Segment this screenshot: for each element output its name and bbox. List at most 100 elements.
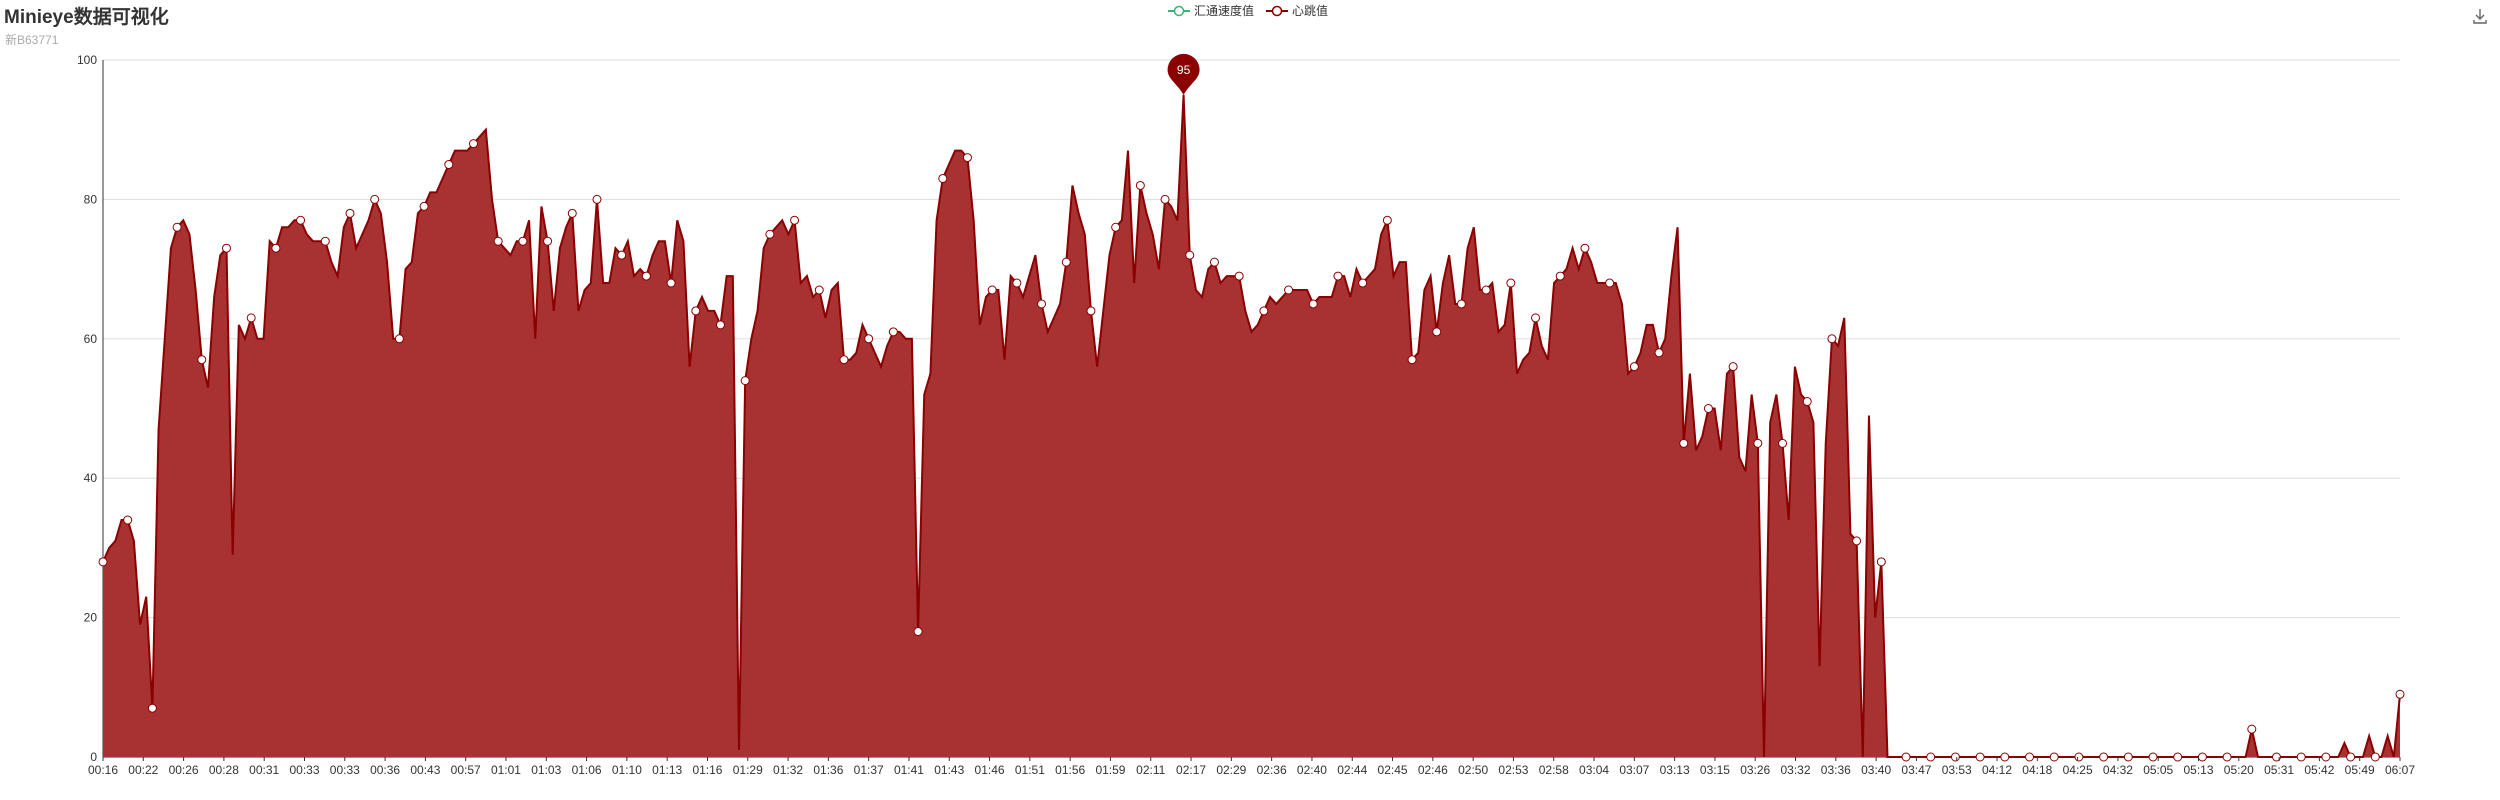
data-point [246, 313, 256, 323]
x-tick-label: 02:45 [1378, 763, 1408, 777]
y-tick-label: 20 [84, 611, 98, 625]
data-point [1037, 299, 1047, 309]
x-tick-label: 01:36 [813, 763, 843, 777]
data-point [123, 515, 133, 525]
data-point [1284, 285, 1294, 295]
chart-subtitle: 新B63771 [5, 33, 59, 47]
data-point [2000, 752, 2010, 762]
data-point [2395, 689, 2405, 699]
data-point [1827, 334, 1837, 344]
x-tick-label: 01:37 [854, 763, 884, 777]
x-tick-label: 01:51 [1015, 763, 1045, 777]
x-tick-label: 03:07 [1619, 763, 1649, 777]
data-point [419, 201, 429, 211]
data-point [345, 208, 355, 218]
max-marker-pin [1167, 53, 1200, 95]
data-point [296, 215, 306, 225]
data-point [1926, 752, 1936, 762]
x-tick-label: 02:53 [1498, 763, 1528, 777]
y-tick-label: 0 [90, 750, 97, 764]
data-point [765, 229, 775, 239]
data-point [1086, 306, 1096, 316]
data-point [2222, 752, 2232, 762]
x-tick-label: 03:15 [1700, 763, 1730, 777]
legend-label-heartbeat: 心跳值 [1292, 4, 1329, 18]
x-tick-label: 02:11 [1136, 763, 1165, 777]
x-tick-label: 05:20 [2224, 763, 2254, 777]
data-point [1679, 438, 1689, 448]
data-point [1506, 278, 1516, 288]
x-tick-label: 04:12 [1982, 763, 2012, 777]
data-point [1308, 299, 1318, 309]
x-tick-label: 02:17 [1176, 763, 1206, 777]
data-point [1703, 404, 1713, 413]
data-point [468, 139, 478, 149]
data-point [147, 703, 157, 713]
chart-title: Minieye数据可视化 [4, 7, 169, 28]
x-tick-label: 00:28 [209, 763, 239, 777]
x-tick-label: 00:31 [249, 763, 279, 777]
y-tick-label: 60 [84, 332, 98, 346]
data-point [2123, 752, 2133, 762]
data-point [962, 153, 972, 163]
x-tick-label: 01:16 [692, 763, 722, 777]
data-point [1852, 536, 1862, 546]
legend-item-heartbeat[interactable]: 心跳值 [1266, 2, 1328, 19]
y-tick-label: 100 [77, 53, 97, 67]
data-point [1209, 257, 1219, 267]
data-point [913, 627, 923, 637]
data-point [1160, 194, 1170, 204]
x-tick-label: 05:49 [2345, 763, 2375, 777]
x-tick-label: 02:29 [1216, 763, 1246, 777]
download-icon[interactable] [2470, 6, 2490, 26]
data-point [221, 243, 231, 253]
x-tick-label: 05:13 [2183, 763, 2213, 777]
x-tick-label: 03:36 [1821, 763, 1851, 777]
data-point [444, 160, 454, 170]
series-line [102, 94, 2401, 758]
data-point [2099, 752, 2109, 762]
data-point [1975, 752, 1985, 762]
data-point [1531, 313, 1541, 323]
x-tick-label: 01:01 [491, 763, 521, 777]
x-tick-label: 01:46 [975, 763, 1005, 777]
x-tick-label: 02:58 [1539, 763, 1569, 777]
data-point [2025, 752, 2035, 762]
x-tick-label: 01:32 [773, 763, 803, 777]
x-tick-label: 00:22 [128, 763, 158, 777]
data-point [2296, 752, 2306, 762]
data-point [2272, 752, 2282, 762]
x-tick-label: 00:33 [330, 763, 360, 777]
data-point [543, 236, 553, 246]
x-tick-label: 01:13 [652, 763, 682, 777]
data-point [1234, 271, 1244, 281]
data-point [1555, 271, 1565, 281]
data-point [790, 215, 800, 225]
legend-item-speed[interactable]: 汇通速度值 [1168, 2, 1254, 19]
data-point [715, 320, 725, 330]
data-point [2247, 724, 2257, 734]
x-tick-label: 00:57 [451, 763, 481, 777]
x-tick-label: 05:31 [2264, 763, 2294, 777]
data-point [641, 271, 651, 281]
data-point [666, 278, 676, 288]
data-point [938, 173, 948, 183]
x-tick-label: 03:40 [1861, 763, 1891, 777]
data-point [1654, 348, 1664, 358]
data-point [1012, 278, 1022, 288]
data-point [1753, 438, 1763, 448]
data-point [1629, 362, 1639, 372]
x-tick-label: 01:41 [894, 763, 924, 777]
x-tick-label: 04:32 [2103, 763, 2133, 777]
legend-marker-heartbeat [1266, 5, 1289, 16]
data-point [98, 557, 108, 567]
data-point [518, 236, 528, 246]
legend-label-speed: 汇通速度值 [1194, 4, 1255, 18]
data-point [740, 376, 750, 386]
data-point [1456, 299, 1466, 309]
data-point [1407, 355, 1417, 365]
data-point [1061, 257, 1071, 267]
x-tick-label: 06:07 [2385, 763, 2415, 777]
x-tick-label: 00:26 [169, 763, 199, 777]
x-tick-label: 01:03 [531, 763, 561, 777]
